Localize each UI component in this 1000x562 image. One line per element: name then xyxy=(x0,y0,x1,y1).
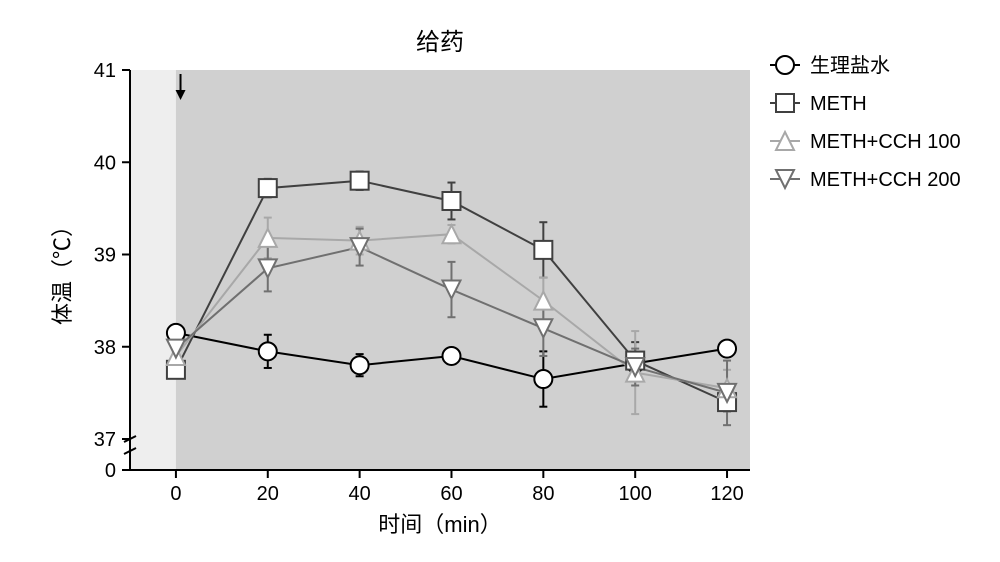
legend-label-cch100: METH+CCH 100 xyxy=(810,131,961,153)
svg-text:37: 37 xyxy=(94,429,116,451)
svg-text:0: 0 xyxy=(170,483,181,505)
svg-text:40: 40 xyxy=(94,152,116,174)
svg-text:38: 38 xyxy=(94,337,116,359)
x-axis-label: 时间（min） xyxy=(378,512,501,537)
legend-label-cch200: METH+CCH 200 xyxy=(810,169,961,191)
legend-label-meth: METH xyxy=(810,93,867,115)
svg-text:100: 100 xyxy=(618,483,651,505)
svg-text:20: 20 xyxy=(257,483,279,505)
legend: 生理盐水 METH METH+CCH 100 METH+CCH 200 xyxy=(770,54,961,191)
svg-text:41: 41 xyxy=(94,60,116,82)
y-axis-label: 体温（℃） xyxy=(50,215,75,325)
chart-container: 0 20 40 60 80 100 120 0 37 38 39 40 41 时间（min） 体温（℃） 给药… xyxy=(10,10,990,552)
chart-title: 给药 xyxy=(416,29,464,56)
svg-text:120: 120 xyxy=(710,483,743,505)
svg-text:80: 80 xyxy=(532,483,554,505)
line-chart: 0 20 40 60 80 100 120 0 37 38 39 40 41 时间（min） 体温（℃） 给药… xyxy=(10,10,990,552)
svg-text:60: 60 xyxy=(440,483,462,505)
svg-text:40: 40 xyxy=(349,483,371,505)
legend-label-saline: 生理盐水 xyxy=(810,54,890,77)
svg-text:39: 39 xyxy=(94,245,116,267)
svg-text:0: 0 xyxy=(105,460,116,482)
